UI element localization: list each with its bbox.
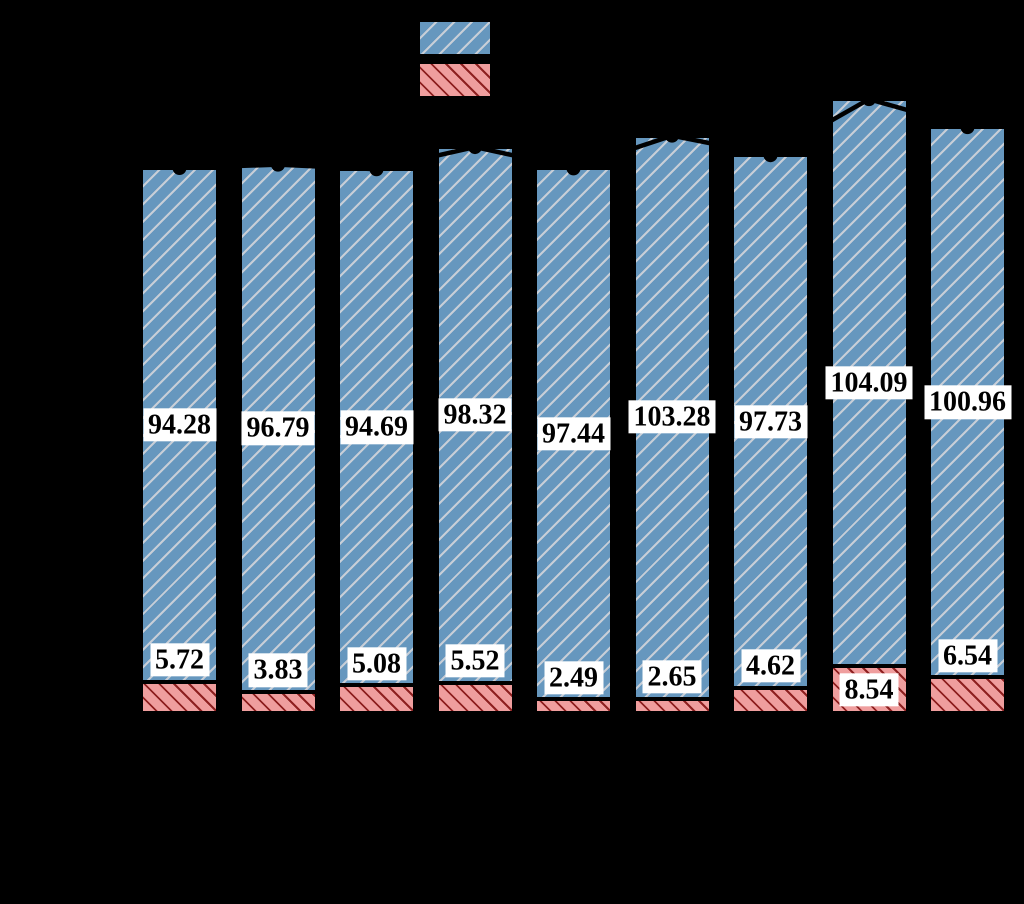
bar-value-label-red: 5.08 [347, 646, 406, 681]
bar-value-label-blue: 97.44 [537, 417, 610, 451]
bar-value-label-red: 2.65 [642, 660, 702, 694]
bar-value-label-red: 3.83 [248, 653, 308, 687]
bar-value-label-blue: 97.73 [734, 404, 807, 439]
bar-red-segment [535, 699, 612, 713]
bar-value-label-blue: 98.32 [438, 398, 512, 432]
legend-swatch-red-series [419, 63, 491, 97]
bar-red-segment [732, 687, 809, 713]
bar-red-segment [338, 685, 415, 713]
bar-red-segment [436, 682, 514, 713]
bar-red-segment [239, 692, 317, 713]
bar-value-label-red: 6.54 [938, 638, 997, 673]
bar-value-label-red: 8.54 [839, 673, 899, 707]
bar-value-label-blue: 104.09 [825, 366, 913, 400]
bar-value-label-red: 5.52 [445, 644, 505, 678]
bar-value-label-blue: 94.28 [143, 408, 216, 442]
bar-value-label-blue: 100.96 [924, 385, 1011, 419]
bar-red-segment [141, 681, 218, 713]
bar-value-label-blue: 94.69 [340, 410, 413, 444]
bar-value-label-blue: 103.28 [628, 400, 716, 434]
bar-red-segment [633, 698, 711, 713]
bar-red-segment [929, 677, 1006, 713]
bar-value-label-red: 2.49 [544, 660, 603, 695]
bar-value-label-red: 5.72 [150, 643, 209, 677]
bar-value-label-blue: 96.79 [241, 411, 315, 446]
bar-value-label-red: 4.62 [741, 649, 800, 683]
legend-swatch-blue-series [419, 21, 491, 55]
